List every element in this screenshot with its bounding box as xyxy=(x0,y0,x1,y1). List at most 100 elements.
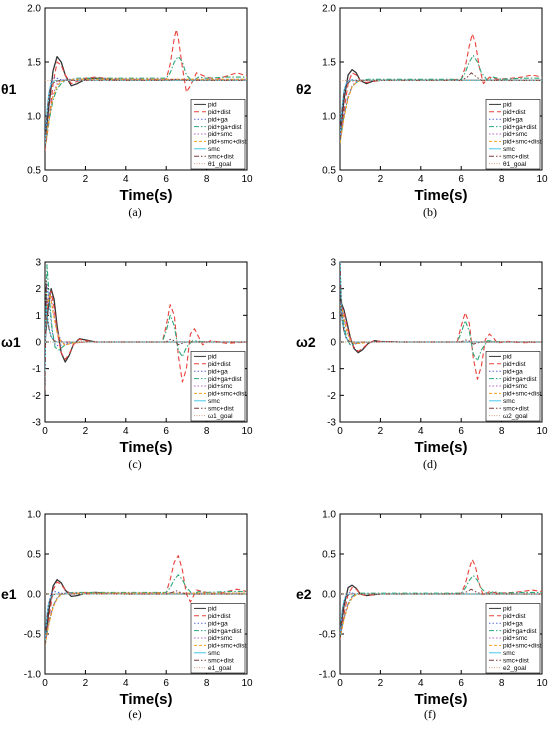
x-tick-label: 4 xyxy=(418,174,424,185)
legend-entry: smc+dist xyxy=(208,405,234,412)
x-tick-label: 2 xyxy=(83,678,89,689)
x-tick-label: 10 xyxy=(536,678,548,689)
y-tick-label: -3 xyxy=(32,418,41,429)
y-tick-label: -2 xyxy=(32,391,41,402)
x-tick-label: 2 xyxy=(378,678,384,689)
legend-entry: pid+smc xyxy=(208,131,233,138)
legend-entry: pid+smc xyxy=(208,383,233,390)
series-line-pid-smc-dist xyxy=(45,592,247,646)
series-line-pid-ga-dist xyxy=(340,54,542,144)
x-tick-label: 10 xyxy=(241,426,253,437)
legend-box xyxy=(485,603,541,674)
x-axis-label: Time(s) xyxy=(414,691,467,708)
y-tick-label: 1.0 xyxy=(322,510,336,521)
legend-entry: pid+ga xyxy=(208,116,228,123)
legend-entry: pid+dist xyxy=(208,109,231,116)
y-tick-label: 1.5 xyxy=(27,58,41,69)
y-tick-label: 1 xyxy=(35,311,41,322)
y-tick-label: -1.0 xyxy=(319,670,337,681)
y-tick-label: 2 xyxy=(35,284,41,295)
legend: pidpid+distpid+gapid+ga+distpid+smcpid+s… xyxy=(485,351,541,422)
legend-entry: pid+smc xyxy=(503,383,528,390)
legend: pidpid+distpid+gapid+ga+distpid+smcpid+s… xyxy=(190,603,246,674)
chart-panel-a: 0 2 4 6 8 100.51.01.52.0θ1Time(s)pidpid+distp… xyxy=(1,4,253,205)
legend-entry: e1_goal xyxy=(208,665,232,672)
legend-entry: smc xyxy=(503,650,516,657)
series-line-pid-ga-dist xyxy=(340,575,542,639)
legend-entry: smc+dist xyxy=(503,405,529,412)
legend-entry: smc xyxy=(208,398,221,405)
chart-panel-b: 0 2 4 6 8 100.51.01.52.0θ2Time(s)pidpid+distp… xyxy=(296,4,548,205)
x-tick-label: 2 xyxy=(83,174,89,185)
panel-caption-b: (b) xyxy=(423,205,437,219)
chart-panel-c: 0 2 4 6 8 10-3-2-10123ω1Time(s)pidpid+distpid… xyxy=(1,258,253,457)
legend-entry: pid+smc xyxy=(503,131,528,138)
panel-caption-c: (c) xyxy=(128,457,142,471)
legend-entry: pid+ga+dist xyxy=(208,124,242,131)
x-tick-label: 8 xyxy=(499,426,505,437)
series-line-pid-smc-dist xyxy=(45,78,247,149)
legend-entry: pid+ga xyxy=(208,368,228,375)
series-line-pid-ga-dist xyxy=(45,574,247,647)
y-tick-label: 0 xyxy=(330,338,336,349)
y-tick-label: 0 xyxy=(35,338,41,349)
legend-entry: pid+dist xyxy=(503,361,526,368)
x-tick-label: 10 xyxy=(536,426,548,437)
y-tick-label: -2 xyxy=(327,391,336,402)
legend-box xyxy=(485,99,541,170)
y-axis-label: e1 xyxy=(1,586,17,602)
y-tick-label: 0.0 xyxy=(322,590,336,601)
y-tick-label: 0.0 xyxy=(27,590,41,601)
legend-entry: pid+ga+dist xyxy=(208,376,242,383)
y-axis-label: ω2 xyxy=(296,334,316,350)
x-tick-label: 4 xyxy=(418,426,424,437)
y-tick-label: 1.5 xyxy=(322,58,336,69)
y-axis-label: e2 xyxy=(296,586,312,602)
x-tick-label: 0 xyxy=(337,678,343,689)
x-tick-label: 2 xyxy=(378,426,384,437)
x-tick-label: 0 xyxy=(337,174,343,185)
legend-entry: ω2_goal xyxy=(503,413,528,420)
x-tick-label: 6 xyxy=(458,678,464,689)
x-tick-label: 10 xyxy=(536,174,548,185)
x-axis-label: Time(s) xyxy=(414,187,467,204)
legend-entry: smc xyxy=(208,146,221,153)
legend-entry: pid xyxy=(208,606,217,613)
y-tick-label: 1 xyxy=(330,311,336,322)
legend-entry: pid+ga+dist xyxy=(503,628,537,635)
legend-entry: pid+smc+dist xyxy=(503,139,541,146)
panel-caption-f: (f) xyxy=(424,707,436,721)
y-tick-label: 1.0 xyxy=(322,112,336,123)
y-tick-label: -1 xyxy=(327,364,336,375)
series-line-pid-ga xyxy=(45,282,247,347)
x-axis-label: Time(s) xyxy=(414,439,467,456)
x-tick-label: 10 xyxy=(241,678,253,689)
x-tick-label: 8 xyxy=(499,174,505,185)
legend-entry: pid+ga xyxy=(503,620,523,627)
series-line-pid-smc xyxy=(45,78,247,147)
legend-entry: pid+smc+dist xyxy=(208,139,246,146)
legend-entry: pid xyxy=(208,354,217,361)
x-tick-label: 4 xyxy=(123,426,129,437)
y-tick-label: -1 xyxy=(32,364,41,375)
legend-box xyxy=(190,603,246,674)
legend-entry: pid+dist xyxy=(503,613,526,620)
chart-panel-f: 0 2 4 6 8 10-1.0-0.50.00.51.0e2Time(s)pidpid+… xyxy=(296,510,548,709)
legend: pidpid+distpid+gapid+ga+distpid+smcpid+s… xyxy=(190,351,246,422)
legend-entry: θ1_goal xyxy=(503,161,527,168)
x-tick-label: 2 xyxy=(378,174,384,185)
y-axis-label: θ1 xyxy=(1,81,17,97)
y-tick-label: -3 xyxy=(327,418,336,429)
legend-entry: pid+ga xyxy=(503,368,523,375)
y-tick-label: 3 xyxy=(35,258,41,269)
legend-entry: pid+dist xyxy=(208,613,231,620)
legend-entry: pid+smc+dist xyxy=(208,643,246,650)
legend-entry: pid+smc xyxy=(503,635,528,642)
legend-entry: smc xyxy=(208,650,221,657)
legend-entry: ω1_goal xyxy=(208,413,233,420)
y-tick-label: -0.5 xyxy=(319,630,337,641)
y-tick-label: 3 xyxy=(330,258,336,269)
panel-caption-e: (e) xyxy=(128,707,142,721)
x-tick-label: 8 xyxy=(204,426,210,437)
